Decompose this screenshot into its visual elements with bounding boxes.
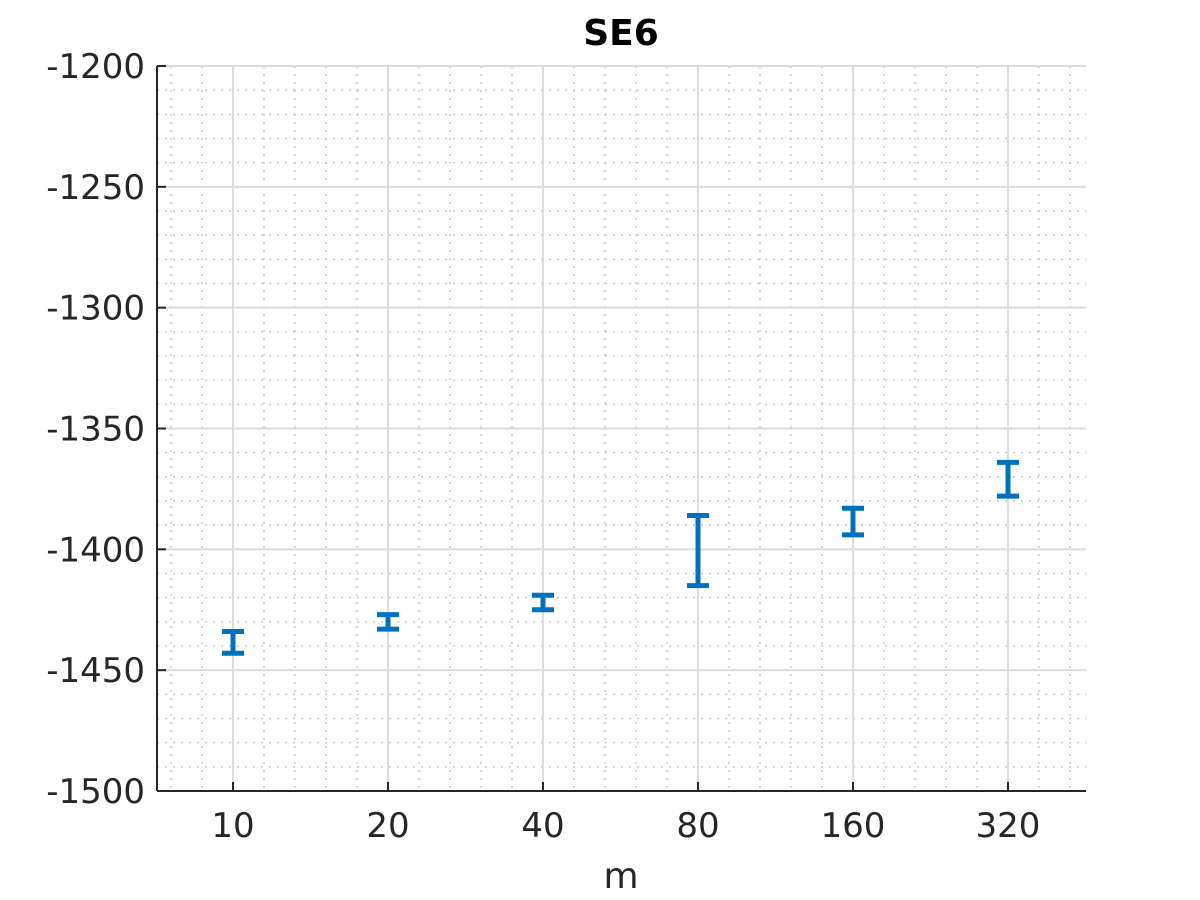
x-tick-label: 20	[366, 806, 409, 846]
error-bar	[222, 629, 244, 656]
y-tick-label: -1300	[46, 289, 145, 329]
y-tick-label: -1500	[46, 772, 145, 812]
y-tick-label: -1450	[46, 651, 145, 691]
x-tick-label: 320	[976, 806, 1041, 846]
error-bar	[687, 513, 709, 589]
error-bars	[222, 459, 1019, 656]
x-tick-label: 10	[211, 806, 254, 846]
error-bar	[377, 612, 399, 632]
y-tick-label: -1400	[46, 530, 145, 570]
x-tick-label: 40	[521, 806, 564, 846]
error-bar	[842, 505, 864, 538]
x-axis-label: m	[603, 856, 638, 897]
ticks: -1200 -1250 -1300 -1350 -1400 -1450 -1500 10 20 4…	[46, 47, 1040, 846]
y-tick-label: -1200	[46, 47, 145, 87]
error-bar	[997, 459, 1019, 499]
y-tick-label: -1250	[46, 168, 145, 208]
chart-title: SE6	[583, 13, 659, 54]
error-bar	[532, 592, 554, 613]
x-tick-label: 160	[821, 806, 886, 846]
x-tick-label: 80	[676, 806, 719, 846]
y-tick-label: -1350	[46, 410, 145, 450]
